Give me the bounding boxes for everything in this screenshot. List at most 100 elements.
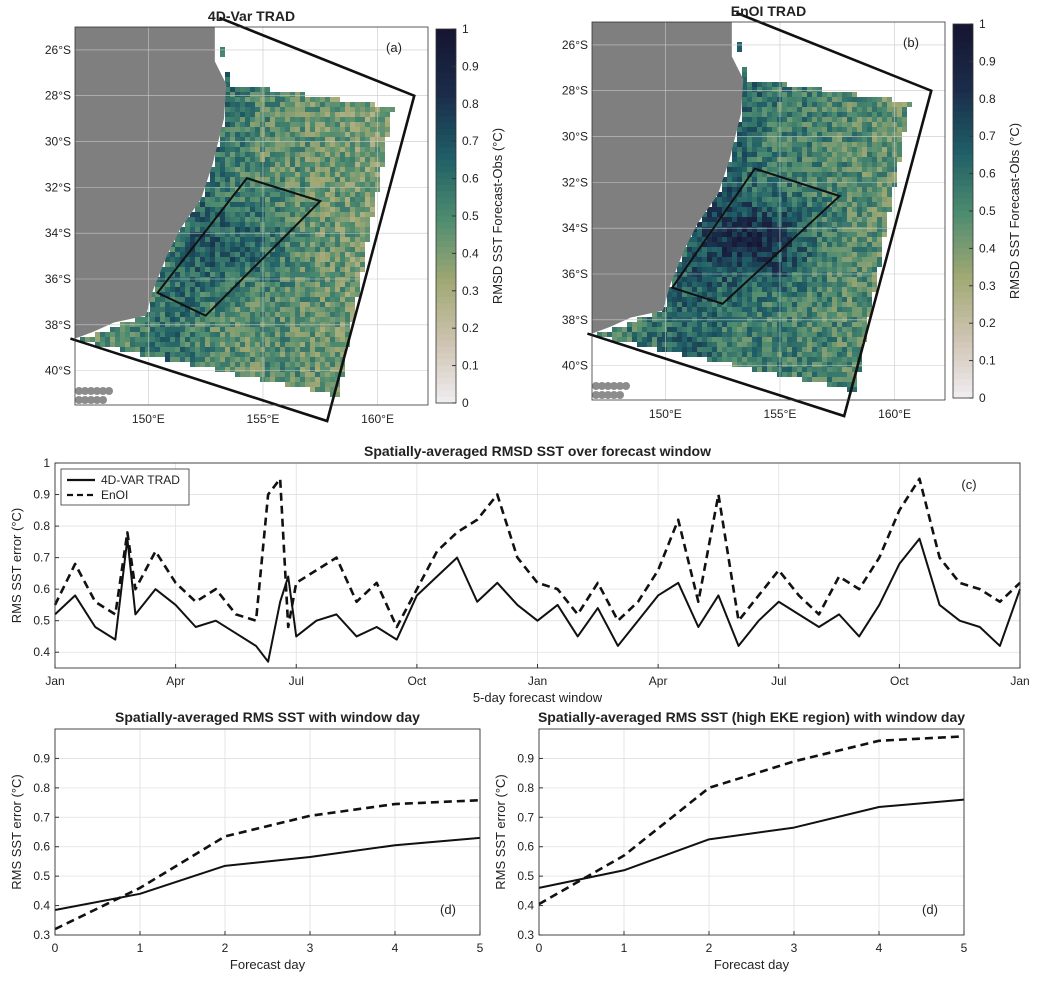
colorbar-segment — [953, 179, 973, 187]
colorbar-segment — [436, 29, 456, 36]
legend-box — [60, 468, 190, 506]
panel-label: (b) — [903, 35, 919, 50]
x-tick-label: 1 — [137, 941, 144, 955]
colorbar-segment — [953, 67, 973, 75]
colorbar-segment — [953, 273, 973, 281]
model-domain-boundary — [587, 11, 933, 418]
colorbar-segment — [953, 329, 973, 337]
island-dot — [616, 382, 624, 390]
island-dot — [592, 391, 600, 399]
colorbar-segment — [436, 197, 456, 205]
colorbar-segment — [953, 24, 973, 31]
colorbar-segment — [953, 310, 973, 318]
y-tick-label: 1 — [43, 456, 50, 470]
panel-label: (d) — [922, 902, 938, 917]
x-tick-label: 5 — [961, 941, 968, 955]
y-axis-label: RMS SST error (°C) — [493, 774, 508, 889]
colorbar-segment — [436, 147, 456, 155]
colorbar-segment — [436, 278, 456, 286]
colorbar-segment — [436, 41, 456, 49]
colorbar-tick-label: 0.9 — [979, 54, 996, 68]
colorbar-tick-label: 0.8 — [462, 97, 479, 111]
lon-tick-label: 155°E — [764, 407, 797, 421]
colorbar-segment — [436, 321, 456, 329]
colorbar-segment — [953, 229, 973, 237]
panel-title: Spatially-averaged RMSD SST over forecas… — [364, 443, 711, 459]
colorbar-segment — [953, 136, 973, 144]
colorbar-segment — [436, 234, 456, 242]
colorbar-segment — [953, 117, 973, 125]
panel-title: EnOI TRAD — [731, 3, 806, 19]
colorbar-segment — [436, 35, 456, 43]
colorbar-segment — [953, 111, 973, 119]
y-tick-label: 0.8 — [33, 519, 50, 533]
colorbar-segment — [436, 209, 456, 217]
colorbar-segment — [953, 348, 973, 355]
lat-tick-label: 32°S — [562, 175, 588, 189]
x-tick-label: 4 — [876, 941, 883, 955]
island-dot — [81, 387, 89, 395]
x-tick-label: Jan — [45, 674, 64, 688]
x-axis-label: 5-day forecast window — [473, 690, 603, 705]
y-tick-label: 0.5 — [33, 614, 50, 628]
colorbar-tick-label: 0.7 — [462, 134, 479, 148]
lat-tick-label: 38°S — [562, 313, 588, 327]
colorbar-segment — [953, 285, 973, 293]
plot-area — [55, 729, 480, 935]
colorbar-segment — [953, 30, 973, 38]
colorbar-segment — [953, 148, 973, 156]
colorbar-segment — [436, 284, 456, 292]
y-tick-label: 0.6 — [33, 840, 50, 854]
colorbar-segment — [953, 42, 973, 50]
x-axis-label: Forecast day — [230, 957, 306, 972]
colorbar-segment — [953, 204, 973, 212]
plot-frame — [538, 728, 965, 936]
colorbar-segment — [436, 91, 456, 99]
line-panel-d2: 0 1 2 3 4 5 0.3 0.4 0.5 0.6 0.7 0.8 0.9 Spatially-ave… — [493, 709, 968, 972]
colorbar-segment — [953, 129, 973, 137]
x-tick-label: 0 — [52, 941, 59, 955]
colorbar-segment — [436, 203, 456, 211]
panel-title: 4D-Var TRAD — [208, 8, 295, 24]
colorbar-segment — [436, 122, 456, 130]
colorbar-segment — [953, 360, 973, 368]
series-line-solid — [54, 836, 481, 911]
plot-frame — [54, 728, 481, 936]
colorbar-segment — [436, 116, 456, 124]
island-dot — [81, 396, 89, 404]
lat-tick-label: 40°S — [562, 359, 588, 373]
island-dot — [99, 396, 107, 404]
colorbar-segment — [436, 390, 456, 398]
colorbar-label: RMSD SST Forecast-Obs (°C) — [490, 128, 505, 304]
colorbar-segment — [436, 216, 456, 223]
y-tick-label: 0.7 — [33, 810, 50, 824]
map-panel-a: 26°S 28°S 30°S 32°S 34°S 36°S 38°S 40°S 150°E 155… — [45, 8, 505, 426]
x-tick-label: Oct — [890, 674, 909, 688]
y-tick-label: 0.9 — [33, 751, 50, 765]
y-tick-label: 0.3 — [33, 928, 50, 942]
colorbar-segment — [953, 323, 973, 331]
colorbar-segment — [436, 60, 456, 67]
y-tick-label: 0.4 — [33, 899, 50, 913]
y-tick-label: 0.7 — [517, 810, 534, 824]
x-tick-label: Jul — [771, 674, 786, 688]
line-panel-c: Jan Apr Jul Oct Jan Apr Jul Oct Jan 0.4 0.5 0.6 0.7 0… — [9, 443, 1030, 705]
colorbar-tick-label: 0.7 — [979, 129, 996, 143]
colorbar-segment — [436, 265, 456, 273]
colorbar-segment — [953, 391, 973, 399]
colorbar-segment — [436, 272, 456, 279]
island-dot — [610, 382, 618, 390]
legend-entry: EnOI — [101, 488, 128, 502]
colorbar-segment — [953, 105, 973, 112]
colorbar-segment — [953, 254, 973, 262]
series-line-dashed — [53, 477, 1021, 629]
colorbar-segment — [953, 223, 973, 231]
colorbar-segment — [436, 396, 456, 404]
colorbar-segment — [436, 159, 456, 167]
colorbar-segment — [953, 248, 973, 256]
colorbar-tick-label: 0.6 — [979, 167, 996, 181]
colorbar-segment — [953, 92, 973, 100]
island-dot — [93, 387, 101, 395]
colorbar-segment — [953, 217, 973, 225]
